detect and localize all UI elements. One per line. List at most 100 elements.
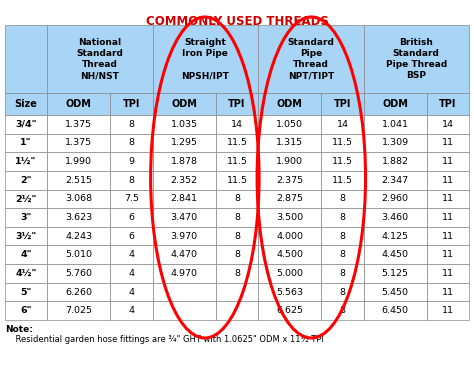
Text: Note:: Note: — [5, 325, 33, 334]
Bar — [110, 115, 153, 134]
Bar — [427, 283, 469, 301]
Text: 14: 14 — [337, 120, 348, 129]
Text: 1.315: 1.315 — [276, 138, 303, 147]
Bar — [321, 93, 364, 115]
Bar — [5, 134, 47, 152]
Bar — [5, 264, 47, 283]
Bar — [216, 245, 258, 264]
Text: 8: 8 — [128, 176, 135, 185]
Text: 1.309: 1.309 — [382, 138, 409, 147]
Text: 1.878: 1.878 — [171, 157, 198, 166]
Text: 6.625: 6.625 — [276, 306, 303, 315]
Text: 4.125: 4.125 — [382, 232, 409, 241]
Bar — [364, 264, 427, 283]
Text: 5.125: 5.125 — [382, 269, 409, 278]
Bar — [216, 93, 258, 115]
Bar — [216, 301, 258, 320]
Bar — [47, 25, 153, 93]
Bar — [5, 115, 47, 134]
Text: 11: 11 — [442, 157, 454, 166]
Bar — [258, 25, 364, 93]
Text: 9: 9 — [128, 157, 135, 166]
Text: 8: 8 — [234, 232, 240, 241]
Text: 8: 8 — [128, 120, 135, 129]
Text: ODM: ODM — [277, 99, 303, 109]
Text: 4: 4 — [128, 288, 135, 296]
Bar — [216, 115, 258, 134]
Bar — [47, 171, 110, 190]
Text: 3½": 3½" — [16, 232, 36, 241]
Text: ODM: ODM — [171, 99, 197, 109]
Text: 4½": 4½" — [15, 269, 37, 278]
Text: 2.352: 2.352 — [171, 176, 198, 185]
Text: 14: 14 — [442, 120, 454, 129]
Text: TPI: TPI — [334, 99, 351, 109]
Text: 5.563: 5.563 — [276, 288, 303, 296]
Bar — [110, 283, 153, 301]
Text: 11: 11 — [442, 138, 454, 147]
Text: 1.882: 1.882 — [382, 157, 409, 166]
Bar — [427, 208, 469, 227]
Bar — [321, 134, 364, 152]
Text: 1": 1" — [20, 138, 32, 147]
Text: 11.5: 11.5 — [332, 138, 353, 147]
Text: 8: 8 — [339, 288, 346, 296]
Text: ODM: ODM — [66, 99, 92, 109]
Text: 4.970: 4.970 — [171, 269, 198, 278]
Text: 3.500: 3.500 — [276, 213, 303, 222]
Text: 4: 4 — [128, 306, 135, 315]
Text: 11: 11 — [442, 269, 454, 278]
Bar — [110, 152, 153, 171]
Bar — [427, 115, 469, 134]
Bar — [364, 152, 427, 171]
Bar — [427, 190, 469, 208]
Text: 4.450: 4.450 — [382, 250, 409, 259]
Text: Size: Size — [15, 99, 37, 109]
Text: British
Standard
Pipe Thread
BSP: British Standard Pipe Thread BSP — [386, 38, 447, 80]
Text: 3/4": 3/4" — [15, 120, 37, 129]
Bar — [110, 301, 153, 320]
Text: 6.450: 6.450 — [382, 306, 409, 315]
Bar — [5, 93, 47, 115]
Bar — [153, 245, 216, 264]
Text: 5.000: 5.000 — [276, 269, 303, 278]
Bar — [258, 227, 321, 245]
Bar — [216, 152, 258, 171]
Text: 8: 8 — [339, 194, 346, 203]
Bar — [47, 152, 110, 171]
Text: 1.050: 1.050 — [276, 120, 303, 129]
Bar — [321, 152, 364, 171]
Bar — [427, 264, 469, 283]
Bar — [216, 283, 258, 301]
Text: 14: 14 — [231, 120, 243, 129]
Text: 3.623: 3.623 — [65, 213, 92, 222]
Text: 5.450: 5.450 — [382, 288, 409, 296]
Text: 2.515: 2.515 — [65, 176, 92, 185]
Bar — [47, 115, 110, 134]
Bar — [110, 245, 153, 264]
Text: 5.760: 5.760 — [65, 269, 92, 278]
Text: Straight
Iron Pipe

NPSH/IPT: Straight Iron Pipe NPSH/IPT — [182, 38, 229, 80]
Text: TPI: TPI — [123, 99, 140, 109]
Text: 2": 2" — [20, 176, 32, 185]
Text: 6: 6 — [128, 213, 135, 222]
Text: 6.260: 6.260 — [65, 288, 92, 296]
Text: 4.500: 4.500 — [276, 250, 303, 259]
Text: 3.460: 3.460 — [382, 213, 409, 222]
Bar — [216, 134, 258, 152]
Bar — [153, 134, 216, 152]
Bar — [321, 208, 364, 227]
Text: 7.025: 7.025 — [65, 306, 92, 315]
Text: TPI: TPI — [228, 99, 246, 109]
Bar — [153, 152, 216, 171]
Text: 2.375: 2.375 — [276, 176, 303, 185]
Text: TPI: TPI — [439, 99, 456, 109]
Text: 11.5: 11.5 — [332, 176, 353, 185]
Bar — [364, 208, 427, 227]
Bar — [5, 171, 47, 190]
Text: 8: 8 — [234, 250, 240, 259]
Text: 3.470: 3.470 — [171, 213, 198, 222]
Text: 6": 6" — [20, 306, 32, 315]
Bar — [258, 134, 321, 152]
Bar — [5, 245, 47, 264]
